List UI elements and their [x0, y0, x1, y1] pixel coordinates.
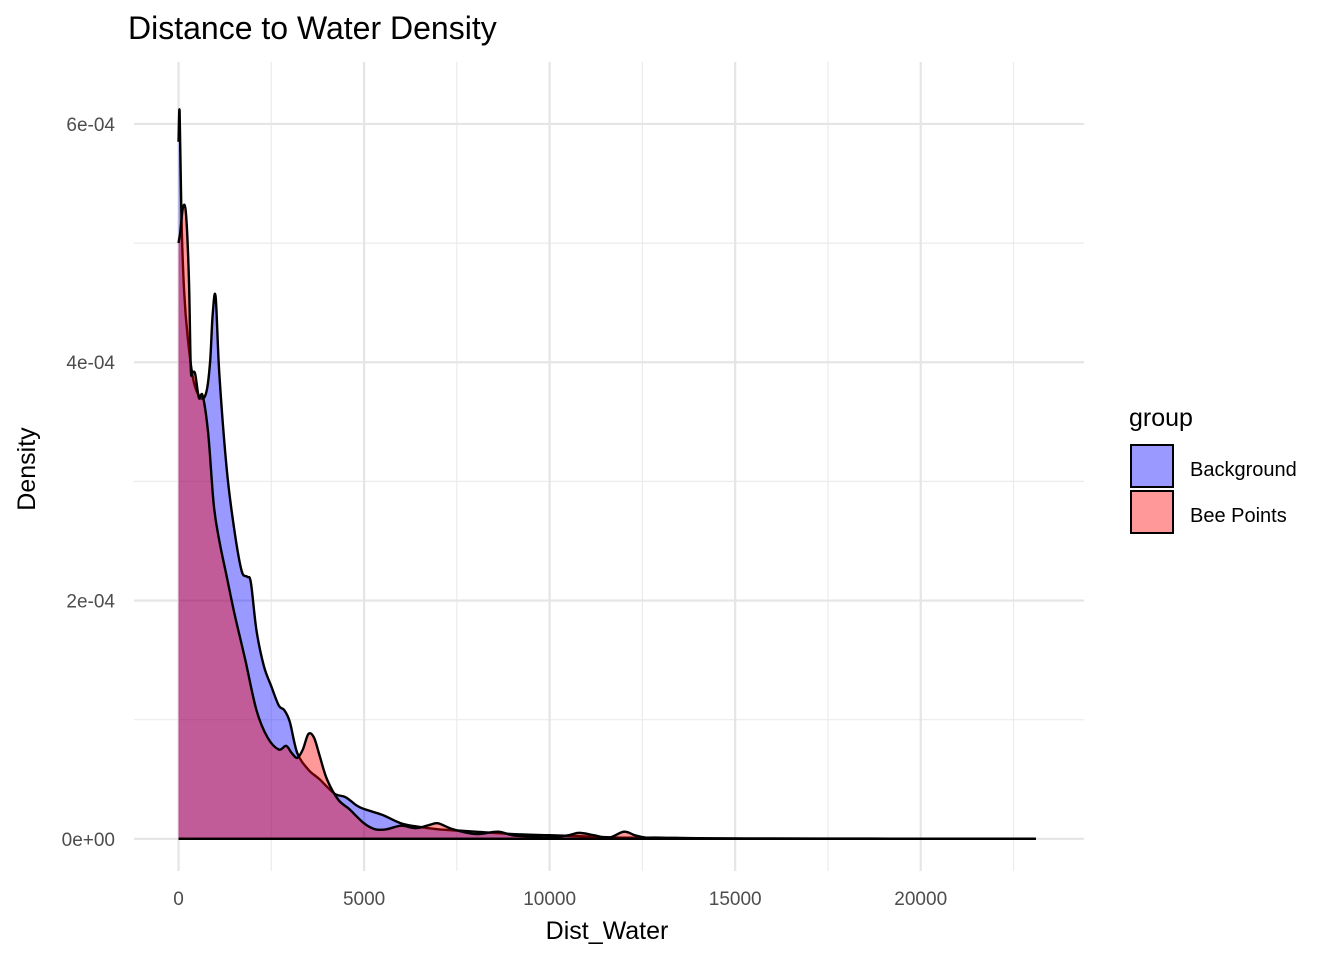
- x-tick-label: 5000: [343, 889, 385, 910]
- minor-gridlines: [134, 62, 1084, 871]
- legend-title: group: [1129, 404, 1193, 432]
- density-area-background: [178, 109, 1036, 839]
- legend-key-bee-points: [1130, 490, 1174, 534]
- y-tick-label: 2e-04: [66, 592, 115, 613]
- x-tick-label: 0: [173, 889, 184, 910]
- legend-label-bee-points: Bee Points: [1190, 505, 1287, 527]
- legend: group Background Bee Points: [1129, 404, 1297, 534]
- x-tick-label: 20000: [894, 889, 947, 910]
- y-axis-title: Density: [13, 427, 41, 511]
- legend-label-background: Background: [1190, 459, 1297, 481]
- y-tick-label: 4e-04: [66, 353, 115, 374]
- chart-title: Distance to Water Density: [128, 10, 497, 46]
- y-tick-label: 0e+00: [62, 830, 115, 851]
- legend-key-background: [1130, 444, 1174, 488]
- density-areas: [177, 108, 1036, 841]
- y-tick-label: 6e-04: [66, 115, 115, 136]
- density-line-bee-points: [177, 203, 1036, 841]
- x-axis-title: Dist_Water: [546, 917, 669, 945]
- x-tick-label: 10000: [523, 889, 576, 910]
- density-area-bee-points: [178, 204, 1036, 839]
- density-line-background: [177, 108, 1036, 841]
- axis-tick-labels: 0 5000 10000 15000 20000 0e+00 2e-04 4e-04 6e-04: [62, 115, 948, 910]
- x-tick-label: 15000: [709, 889, 762, 910]
